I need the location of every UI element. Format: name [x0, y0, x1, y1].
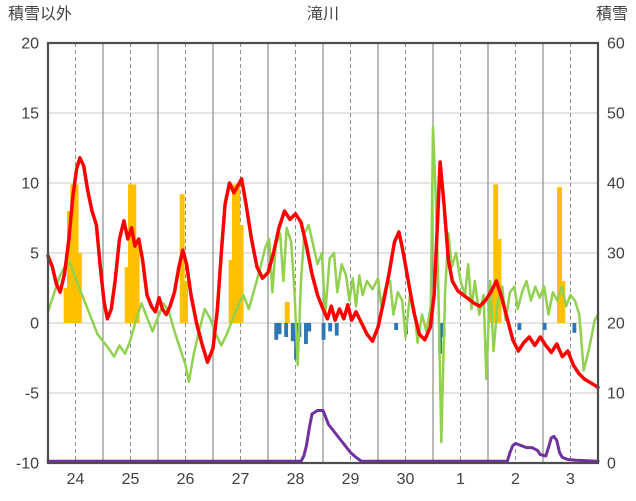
blue-negative-bars: [290, 323, 295, 342]
x-axis-tick-label: 25: [122, 471, 140, 488]
blue-negative-bars: [274, 323, 279, 340]
orange-precip-bars: [284, 302, 290, 323]
left-axis-tick-label: -10: [16, 456, 39, 473]
blue-negative-bars: [304, 323, 308, 344]
orange-precip-bars: [183, 281, 188, 323]
left-axis-tick-label: 10: [21, 176, 39, 193]
chart-title: 滝川: [307, 5, 339, 23]
orange-precip-bars: [235, 184, 241, 323]
right-axis-tick-label: 50: [607, 106, 625, 123]
x-axis-tick-label: 3: [566, 471, 575, 488]
x-axis-tick-label: 30: [397, 471, 415, 488]
orange-precip-bars: [128, 184, 133, 323]
blue-negative-bars: [284, 323, 289, 337]
orange-precip-bars: [231, 184, 237, 323]
orange-precip-bars: [73, 184, 79, 323]
temperature-red-line: [46, 156, 600, 390]
orange-precip-bars: [70, 184, 76, 323]
left-axis-title: 積雪以外: [8, 5, 72, 23]
snow-depth-purple-line: [46, 409, 600, 463]
blue-negative-bars: [542, 323, 547, 330]
right-axis-title: 積雪: [596, 5, 628, 23]
orange-precip-bars: [493, 184, 499, 323]
orange-precip-bars: [66, 211, 72, 323]
orange-precip-bars: [124, 267, 130, 323]
orange-precip-bars: [560, 281, 566, 323]
left-axis-tick-label: 5: [30, 246, 39, 263]
blue-negative-bars: [394, 323, 399, 330]
right-axis-tick-label: 0: [607, 456, 616, 473]
left-axis-tick-label: 0: [30, 316, 39, 333]
orange-precip-bars: [228, 260, 234, 323]
x-axis-tick-label: 1: [456, 471, 465, 488]
left-axis-tick-label: 20: [21, 36, 39, 53]
x-axis-tick-label: 29: [342, 471, 360, 488]
orange-precip-bars: [63, 288, 69, 323]
orange-precip-bars: [496, 239, 502, 323]
plot-border: [46, 41, 600, 465]
right-axis-tick-label: 30: [607, 246, 625, 263]
x-axis-tick-label: 2: [511, 471, 520, 488]
x-axis-tick-label: 24: [67, 471, 85, 488]
blue-negative-bars: [517, 323, 522, 330]
blue-negative-bars: [307, 323, 312, 332]
right-axis-tick-label: 10: [607, 386, 625, 403]
blue-negative-bars: [328, 323, 333, 332]
orange-precip-bars: [134, 246, 140, 323]
right-axis-tick-label: 40: [607, 176, 625, 193]
orange-precip-bars: [557, 187, 562, 323]
left-axis-tick-label: 15: [21, 106, 39, 123]
left-axis-tick-label: -5: [25, 386, 39, 403]
blue-negative-bars: [277, 323, 282, 335]
x-axis-tick-label: 26: [177, 471, 195, 488]
orange-precip-bars: [238, 225, 244, 323]
right-axis-tick-label: 60: [607, 36, 625, 53]
blue-negative-bars: [321, 323, 326, 340]
x-axis-tick-label: 28: [287, 471, 305, 488]
right-axis-tick-label: 20: [607, 316, 625, 333]
x-axis-tick-label: 27: [232, 471, 250, 488]
blue-negative-bars: [334, 323, 339, 336]
orange-precip-bars: [131, 184, 137, 323]
blue-negative-bars: [572, 323, 577, 333]
